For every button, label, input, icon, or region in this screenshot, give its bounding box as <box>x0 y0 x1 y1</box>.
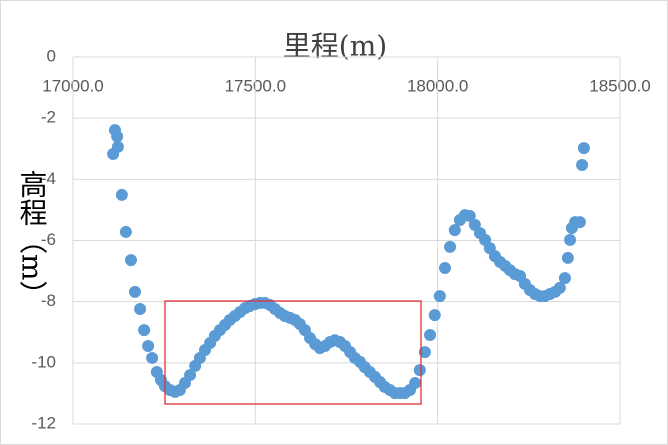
point <box>146 351 159 364</box>
point <box>558 272 571 285</box>
point <box>576 158 589 171</box>
point <box>564 233 577 246</box>
point <box>424 329 437 342</box>
point <box>444 240 457 253</box>
highlight-box <box>164 300 422 405</box>
point <box>138 324 151 337</box>
y-tick-label: -8 <box>41 291 56 310</box>
point <box>111 140 124 153</box>
point <box>128 285 141 298</box>
point <box>409 377 422 390</box>
point <box>553 281 566 294</box>
point <box>428 309 441 322</box>
point <box>577 142 590 155</box>
point <box>111 130 124 143</box>
point <box>134 303 147 316</box>
y-tick-label: 0 <box>47 46 56 65</box>
point <box>115 188 128 201</box>
point <box>413 364 426 377</box>
point <box>433 290 446 303</box>
y-tick-label: -4 <box>41 169 56 188</box>
point <box>448 224 461 237</box>
y-axis-label: 高程（m） <box>16 170 49 309</box>
point <box>124 254 137 267</box>
y-tick-label: -6 <box>41 230 56 249</box>
point <box>561 251 574 264</box>
point <box>438 262 451 275</box>
point <box>119 225 132 238</box>
chart-title: 里程(m) <box>283 30 387 63</box>
y-tick-label: -12 <box>31 413 56 432</box>
point <box>573 216 586 229</box>
y-tick-label: -2 <box>41 108 56 127</box>
point <box>142 340 155 353</box>
point <box>184 369 197 382</box>
point <box>463 210 476 223</box>
y-tick-label: -10 <box>31 352 56 371</box>
point <box>418 346 431 359</box>
